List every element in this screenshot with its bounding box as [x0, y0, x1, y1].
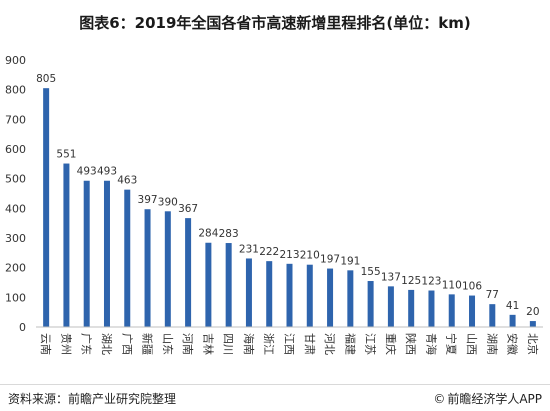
bar — [164, 211, 171, 327]
x-tick-label: 贵州 — [59, 333, 72, 355]
x-tick-label: 山西 — [465, 333, 478, 355]
x-axis: 云南 贵州 广东 湖北 广西 新疆 山东 河南 吉林 四川 海南 浙江 江西 甘肃 河北 福建 江苏 重庆 陕西 青海… — [36, 326, 543, 355]
y-tick-label: 800 — [5, 84, 26, 97]
x-tick-label: 江西 — [283, 333, 296, 355]
copyright-icon: © — [433, 392, 446, 406]
bar — [448, 294, 455, 327]
data-label: 137 — [381, 271, 401, 283]
x-tick-label: 浙江 — [262, 333, 275, 355]
chart-title: 图表6：2019年全国各省市高速新增里程排名(单位：km) — [79, 14, 471, 32]
brand-credit: © 前瞻经济学人APP — [433, 390, 542, 407]
x-tick-label: 江苏 — [364, 333, 377, 355]
data-label: 210 — [300, 250, 320, 262]
y-tick-label: 600 — [5, 143, 26, 156]
bar — [43, 88, 50, 327]
y-tick-label: 0 — [19, 321, 26, 334]
data-label: 805 — [36, 73, 56, 85]
y-tick-label: 200 — [5, 262, 26, 275]
y-tick-label: 300 — [5, 232, 26, 245]
bar — [387, 286, 394, 327]
y-axis: 0 100 200 300 400 500 600 700 800 900 — [5, 54, 26, 334]
x-tick-label: 青海 — [424, 333, 438, 355]
bar — [327, 268, 334, 327]
data-label: 222 — [259, 246, 279, 258]
y-tick-label: 500 — [5, 173, 26, 186]
bar — [124, 189, 131, 327]
x-tick-label: 湖南 — [485, 333, 498, 355]
x-tick-label: 广西 — [120, 333, 133, 355]
data-label: 493 — [97, 166, 117, 178]
data-label: 191 — [340, 255, 360, 267]
bar — [529, 321, 536, 327]
bar — [408, 289, 415, 327]
x-tick-label: 重庆 — [384, 333, 398, 355]
source-note: 资料来源：前瞻产业研究院整理 — [8, 392, 177, 406]
x-tick-label: 海南 — [242, 333, 256, 355]
bar — [245, 258, 252, 327]
y-tick-label: 900 — [5, 54, 26, 67]
data-label: 197 — [320, 254, 340, 266]
data-label: 110 — [442, 279, 462, 291]
bar — [286, 263, 293, 327]
x-tick-label: 湖北 — [100, 333, 113, 355]
x-tick-label: 河南 — [181, 333, 194, 355]
y-tick-label: 700 — [5, 113, 26, 126]
y-tick-label: 400 — [5, 202, 26, 215]
bar — [63, 163, 70, 327]
data-label: 493 — [77, 166, 97, 178]
data-label: 20 — [526, 306, 539, 318]
data-label: 463 — [117, 175, 137, 187]
bar — [428, 290, 435, 327]
x-tick-label: 北京 — [526, 333, 540, 355]
y-tick-label: 100 — [5, 291, 26, 304]
bar — [469, 295, 476, 327]
data-label: 283 — [219, 228, 239, 240]
x-tick-label: 河北 — [323, 333, 336, 355]
bar — [225, 243, 232, 327]
data-label: 123 — [421, 276, 441, 288]
data-label: 41 — [506, 300, 519, 312]
x-tick-label: 四川 — [222, 333, 235, 355]
data-label: 367 — [178, 203, 198, 215]
x-tick-label: 吉林 — [201, 333, 215, 355]
bar — [144, 209, 151, 327]
x-tick-label: 新疆 — [141, 333, 155, 355]
data-label: 231 — [239, 243, 259, 255]
bar — [266, 261, 273, 327]
data-label: 284 — [198, 228, 218, 240]
x-tick-label: 福建 — [343, 333, 357, 355]
data-label: 397 — [138, 194, 158, 206]
x-tick-label: 云南 — [39, 333, 52, 355]
footer: 资料来源：前瞻产业研究院整理 © 前瞻经济学人APP — [0, 384, 550, 411]
brand-label: 前瞻经济学人APP — [447, 392, 542, 406]
bar — [509, 314, 516, 327]
bar — [103, 180, 110, 327]
data-label: 551 — [56, 149, 76, 161]
data-label: 390 — [158, 196, 178, 208]
bar — [185, 218, 192, 327]
data-label: 213 — [279, 249, 299, 261]
bar — [489, 304, 496, 327]
data-label: 125 — [401, 275, 421, 287]
data-label: 155 — [361, 266, 381, 278]
x-tick-label: 宁夏 — [445, 333, 459, 355]
data-label: 106 — [462, 281, 482, 293]
bar — [306, 264, 313, 327]
x-tick-label: 安徽 — [506, 333, 520, 355]
bar — [205, 242, 212, 327]
bars — [43, 88, 536, 327]
bar — [347, 270, 354, 327]
data-label: 77 — [486, 289, 499, 301]
bar — [367, 281, 374, 327]
x-tick-label: 陕西 — [404, 333, 418, 355]
bar — [83, 180, 90, 327]
x-tick-label: 广东 — [80, 333, 93, 355]
x-tick-label: 甘肃 — [303, 333, 316, 355]
x-tick-label: 山东 — [161, 333, 174, 355]
